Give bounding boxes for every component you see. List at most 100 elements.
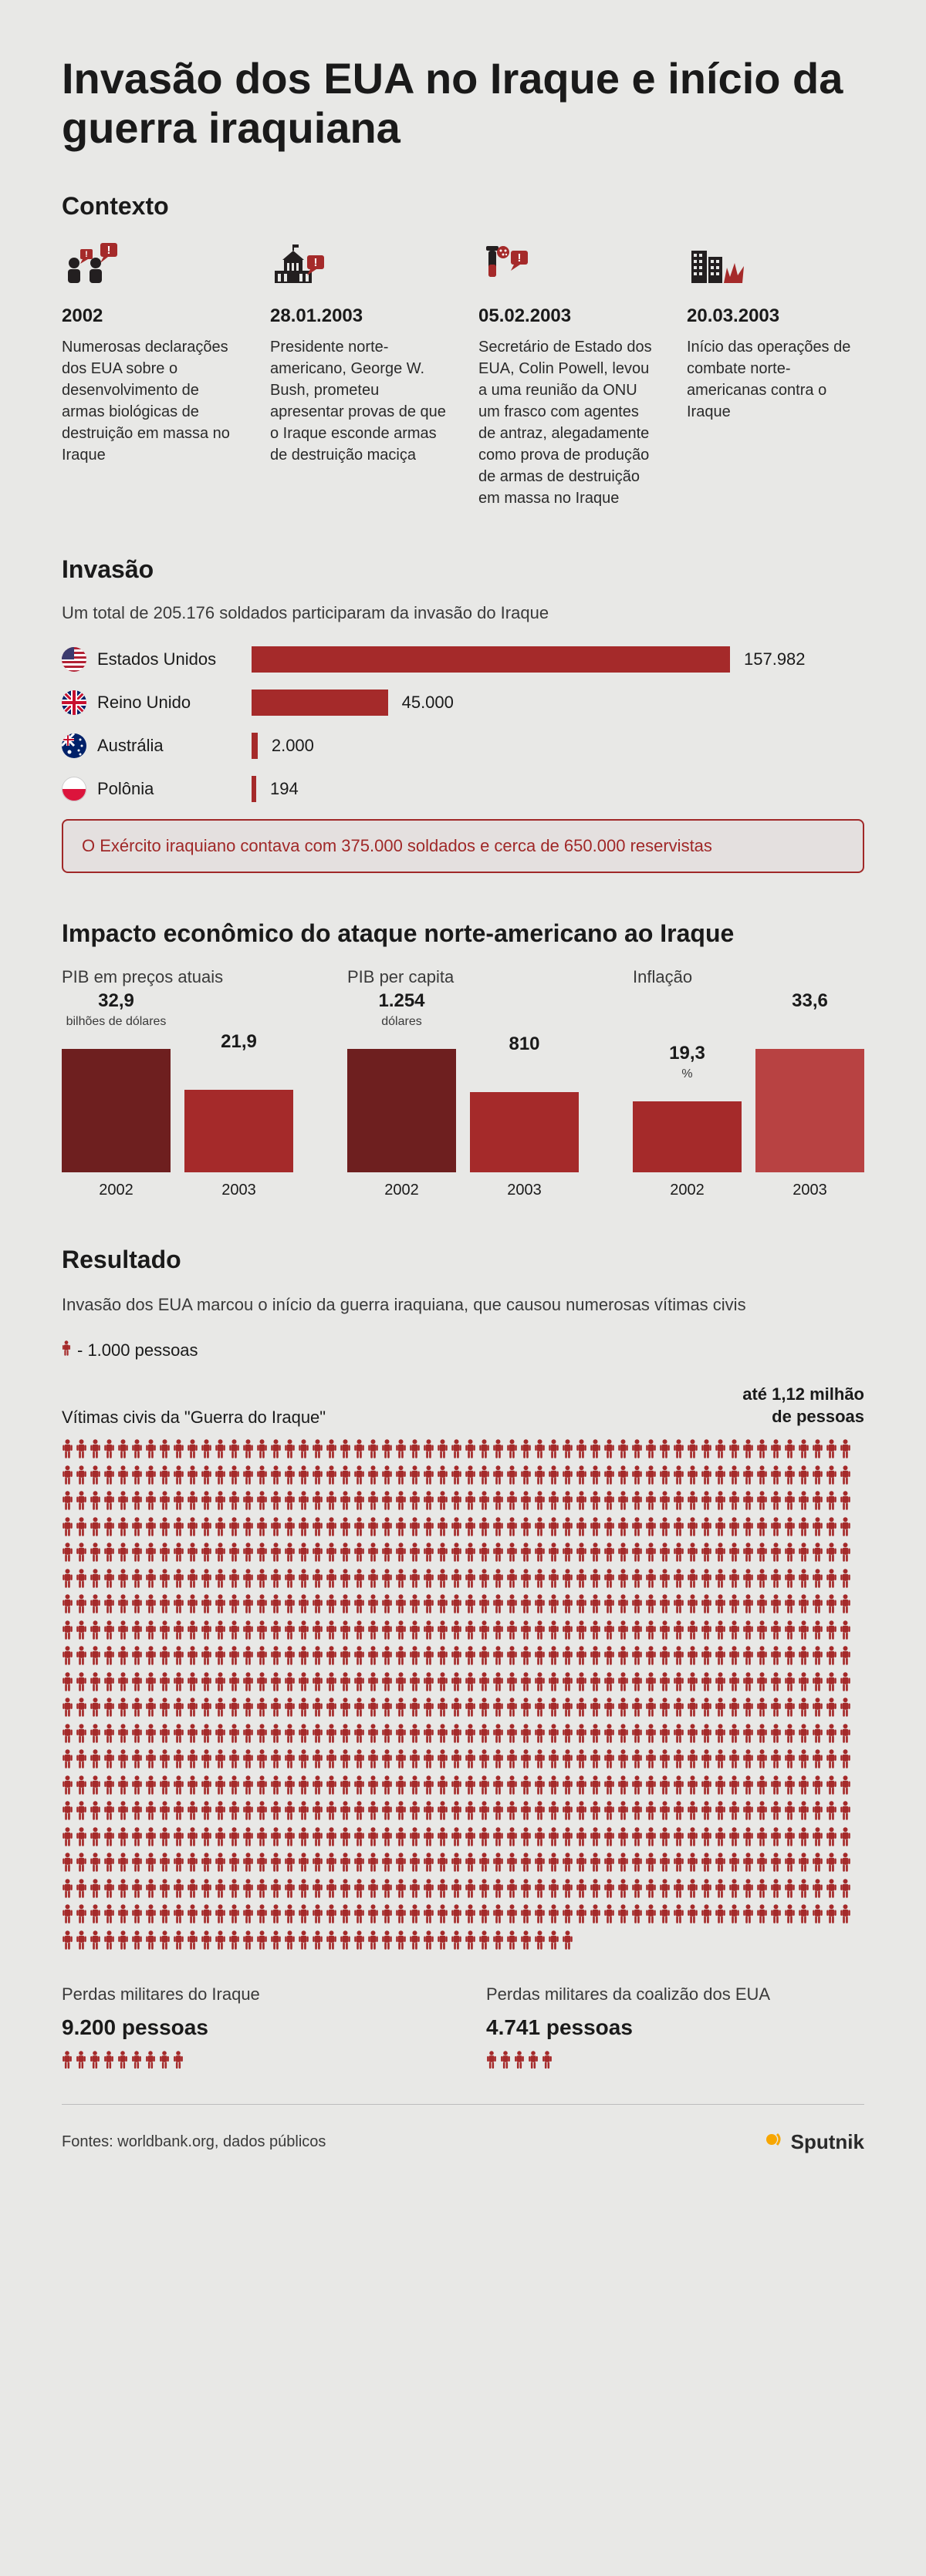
person-icon bbox=[645, 1698, 657, 1721]
person-icon bbox=[492, 1775, 504, 1799]
person-icon bbox=[478, 1543, 490, 1566]
person-icon bbox=[145, 1569, 157, 1593]
person-icon bbox=[381, 1827, 393, 1851]
person-icon bbox=[437, 1569, 448, 1593]
person-icon bbox=[173, 2051, 184, 2073]
person-icon bbox=[131, 1904, 143, 1928]
person-icon bbox=[492, 1698, 504, 1721]
person-icon bbox=[687, 1672, 698, 1696]
person-icon bbox=[423, 1775, 434, 1799]
person-icon bbox=[562, 1517, 573, 1541]
person-icon bbox=[728, 1672, 740, 1696]
brand: Sputnik bbox=[760, 2128, 864, 2156]
person-icon bbox=[62, 1698, 73, 1721]
economy-chart: PIB em preços atuais 32,9 bilhões de dól… bbox=[62, 967, 293, 1199]
person-icon bbox=[826, 1724, 837, 1748]
person-icon bbox=[576, 1827, 587, 1851]
person-icon bbox=[590, 1439, 601, 1463]
person-icon bbox=[520, 1543, 532, 1566]
person-icon bbox=[840, 1465, 851, 1489]
person-icon bbox=[756, 1465, 768, 1489]
person-icon bbox=[542, 2051, 553, 2073]
person-icon bbox=[381, 1853, 393, 1876]
person-icon bbox=[201, 1801, 212, 1825]
person-icon bbox=[687, 1724, 698, 1748]
person-icon bbox=[659, 1491, 671, 1515]
person-icon bbox=[173, 1724, 184, 1748]
person-icon bbox=[506, 1646, 518, 1670]
person-icon bbox=[520, 1724, 532, 1748]
person-icon bbox=[715, 1672, 726, 1696]
person-icon bbox=[437, 1827, 448, 1851]
person-icon bbox=[312, 1569, 323, 1593]
person-icon bbox=[576, 1801, 587, 1825]
person-icon bbox=[728, 1491, 740, 1515]
person-icon bbox=[701, 1904, 712, 1928]
person-icon bbox=[659, 1904, 671, 1928]
person-icon bbox=[76, 1775, 87, 1799]
person-icon bbox=[312, 1517, 323, 1541]
person-icon bbox=[659, 1749, 671, 1773]
person-icon bbox=[701, 1698, 712, 1721]
person-icon bbox=[367, 1879, 379, 1903]
person-icon bbox=[242, 1724, 254, 1748]
sources-text: Fontes: worldbank.org, dados públicos bbox=[62, 2133, 326, 2151]
person-icon bbox=[215, 1439, 226, 1463]
person-icon bbox=[478, 1465, 490, 1489]
person-icon bbox=[131, 1930, 143, 1954]
person-icon bbox=[520, 1491, 532, 1515]
person-icon bbox=[298, 1904, 309, 1928]
person-icon bbox=[90, 1930, 101, 1954]
person-icon bbox=[631, 1465, 643, 1489]
person-icon bbox=[215, 1517, 226, 1541]
person-icon bbox=[159, 1801, 171, 1825]
person-icon bbox=[701, 1879, 712, 1903]
person-icon bbox=[715, 1698, 726, 1721]
person-icon bbox=[784, 1853, 796, 1876]
person-icon bbox=[715, 1904, 726, 1928]
person-icon bbox=[506, 1827, 518, 1851]
person-icon bbox=[159, 1672, 171, 1696]
person-icon bbox=[826, 1594, 837, 1618]
person-icon bbox=[159, 1853, 171, 1876]
econ-col: 33,6 2003 bbox=[755, 990, 864, 1199]
person-icon bbox=[131, 1827, 143, 1851]
section-heading-invasion: Invasão bbox=[62, 555, 864, 584]
person-icon bbox=[256, 1569, 268, 1593]
person-icon bbox=[728, 1517, 740, 1541]
person-icon bbox=[215, 1569, 226, 1593]
person-icon bbox=[340, 1620, 351, 1644]
person-icon bbox=[256, 1491, 268, 1515]
economy-chart: Inflação 19,3 % 2002 33,6 2003 bbox=[633, 967, 864, 1199]
person-icon bbox=[728, 1904, 740, 1928]
person-icon bbox=[673, 1904, 684, 1928]
person-icon bbox=[617, 1801, 629, 1825]
person-icon bbox=[215, 1930, 226, 1954]
person-icon bbox=[145, 1904, 157, 1928]
person-icon bbox=[492, 1517, 504, 1541]
person-icon bbox=[90, 1517, 101, 1541]
person-icon bbox=[256, 1646, 268, 1670]
legend-text: - 1.000 pessoas bbox=[77, 1340, 198, 1360]
person-icon bbox=[506, 1853, 518, 1876]
person-icon bbox=[603, 1775, 615, 1799]
person-icon bbox=[659, 1672, 671, 1696]
person-icon bbox=[798, 1698, 809, 1721]
person-icon bbox=[381, 1646, 393, 1670]
person-icon bbox=[353, 1517, 365, 1541]
person-icon bbox=[742, 1749, 754, 1773]
person-icon bbox=[215, 1698, 226, 1721]
person-icon bbox=[437, 1594, 448, 1618]
person-icon bbox=[590, 1724, 601, 1748]
person-icon bbox=[62, 1827, 73, 1851]
person-icon bbox=[242, 1439, 254, 1463]
person-icon bbox=[242, 1465, 254, 1489]
person-icon bbox=[270, 1620, 282, 1644]
person-icon bbox=[131, 1517, 143, 1541]
person-icon bbox=[187, 1698, 198, 1721]
person-icon bbox=[756, 1775, 768, 1799]
person-icon bbox=[284, 1801, 296, 1825]
person-icon bbox=[409, 1646, 421, 1670]
svg-text:!: ! bbox=[518, 251, 522, 265]
bar bbox=[252, 733, 258, 759]
